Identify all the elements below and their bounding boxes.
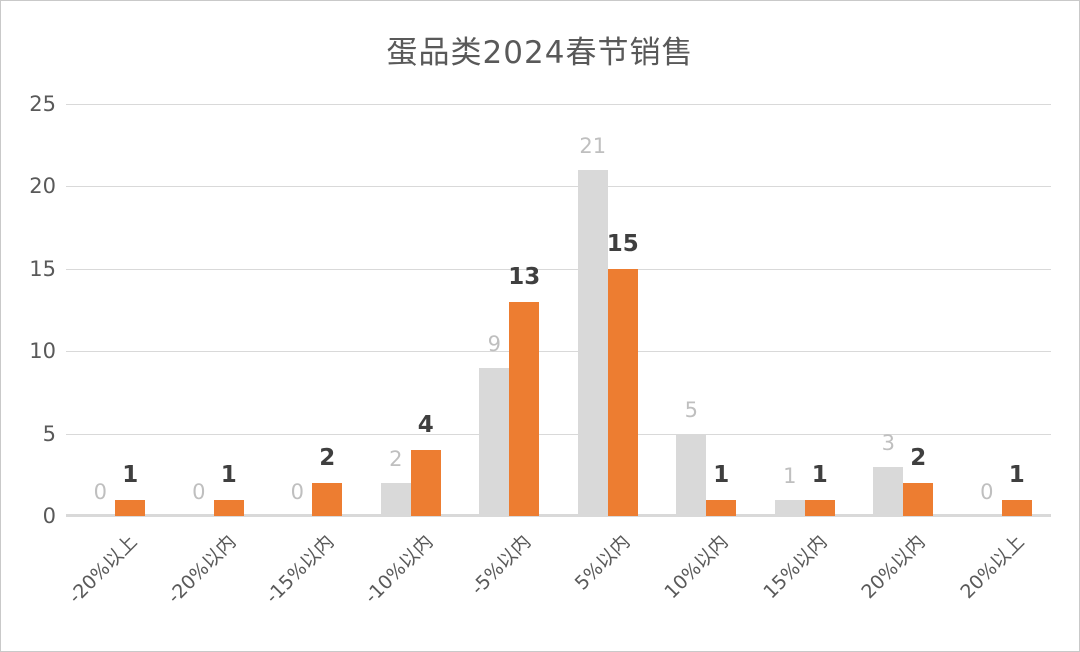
bar-value-label-orange: 1 bbox=[122, 461, 139, 488]
bar-value-label-orange: 1 bbox=[811, 461, 828, 488]
bar-orange-series bbox=[312, 483, 343, 516]
bar-value-label-orange: 2 bbox=[910, 445, 927, 472]
bar-value-label-orange: 15 bbox=[606, 230, 639, 257]
x-axis-category-label: 15%以内 bbox=[758, 530, 832, 604]
bar-value-label-gray: 0 bbox=[93, 480, 107, 504]
gridline bbox=[66, 351, 1051, 353]
bar-gray-series bbox=[479, 367, 510, 516]
y-axis-tick-label: 20 bbox=[29, 174, 56, 199]
bar-value-label-gray: 21 bbox=[579, 133, 607, 158]
x-axis-category-label: -5%以内 bbox=[467, 530, 536, 600]
bar-orange-series bbox=[115, 499, 146, 516]
bar-value-label-orange: 1 bbox=[1008, 461, 1025, 488]
bar-value-label-orange: 4 bbox=[417, 412, 434, 439]
x-axis-category-label: 20%以上 bbox=[955, 530, 1029, 604]
x-axis-category-label: -20%以上 bbox=[64, 530, 142, 608]
x-axis-line bbox=[66, 514, 1051, 517]
bar-value-label-gray: 2 bbox=[389, 447, 403, 472]
gridline bbox=[66, 186, 1051, 188]
x-axis-category-label: -15%以内 bbox=[261, 530, 339, 608]
bar-orange-series bbox=[607, 268, 638, 516]
y-axis-tick-label: 25 bbox=[29, 92, 56, 116]
bar-value-label-gray: 0 bbox=[290, 480, 304, 504]
bar-orange-series bbox=[213, 499, 244, 516]
y-axis-tick-label: 15 bbox=[29, 256, 56, 281]
gridline bbox=[66, 268, 1051, 270]
bar-value-label-gray: 9 bbox=[487, 331, 501, 356]
bar-value-label-orange: 1 bbox=[220, 461, 237, 488]
bar-orange-series bbox=[706, 499, 737, 516]
bar-gray-series bbox=[577, 169, 608, 516]
bar-value-label-gray: 5 bbox=[684, 397, 698, 422]
plot-area: 0 5 10 15 20 25 0 1 -20%以上 0 1 -20%以内 0 2 -15%以内 2 4 -10%… bbox=[29, 92, 1051, 608]
bar-orange-series bbox=[410, 450, 441, 516]
bar-orange-series bbox=[1001, 499, 1032, 516]
bar-gray-series bbox=[380, 483, 411, 516]
bar-value-label-gray: 0 bbox=[980, 480, 994, 504]
bar-value-label-gray: 1 bbox=[783, 463, 797, 488]
x-axis-category-label: 20%以内 bbox=[857, 530, 930, 604]
bar-value-label-orange: 2 bbox=[319, 445, 336, 472]
y-axis-tick-label: 10 bbox=[29, 339, 56, 364]
chart-title: 蛋品类2024春节销售 bbox=[386, 35, 694, 71]
bar-orange-series bbox=[903, 483, 934, 516]
x-axis-category-label: 5%以内 bbox=[570, 530, 635, 595]
bar-value-label-orange: 13 bbox=[508, 263, 541, 290]
bar-gray-series bbox=[774, 499, 805, 516]
x-axis-category-label: -10%以内 bbox=[359, 530, 438, 608]
bar-value-label-gray: 3 bbox=[881, 430, 895, 455]
bar-gray-series bbox=[873, 466, 904, 516]
gridline bbox=[66, 433, 1051, 435]
bar-gray-series bbox=[676, 433, 707, 516]
x-axis-category-label: -20%以内 bbox=[162, 530, 241, 608]
x-axis-category-label: 10%以内 bbox=[660, 530, 733, 604]
y-axis-tick-label: 5 bbox=[42, 421, 56, 446]
gridline bbox=[66, 104, 1051, 105]
bar-value-label-orange: 1 bbox=[713, 461, 730, 488]
bar-value-label-gray: 0 bbox=[192, 480, 206, 504]
bar-orange-series bbox=[804, 499, 835, 516]
bar-orange-series bbox=[509, 301, 540, 516]
y-axis-tick-label: 0 bbox=[42, 504, 56, 528]
